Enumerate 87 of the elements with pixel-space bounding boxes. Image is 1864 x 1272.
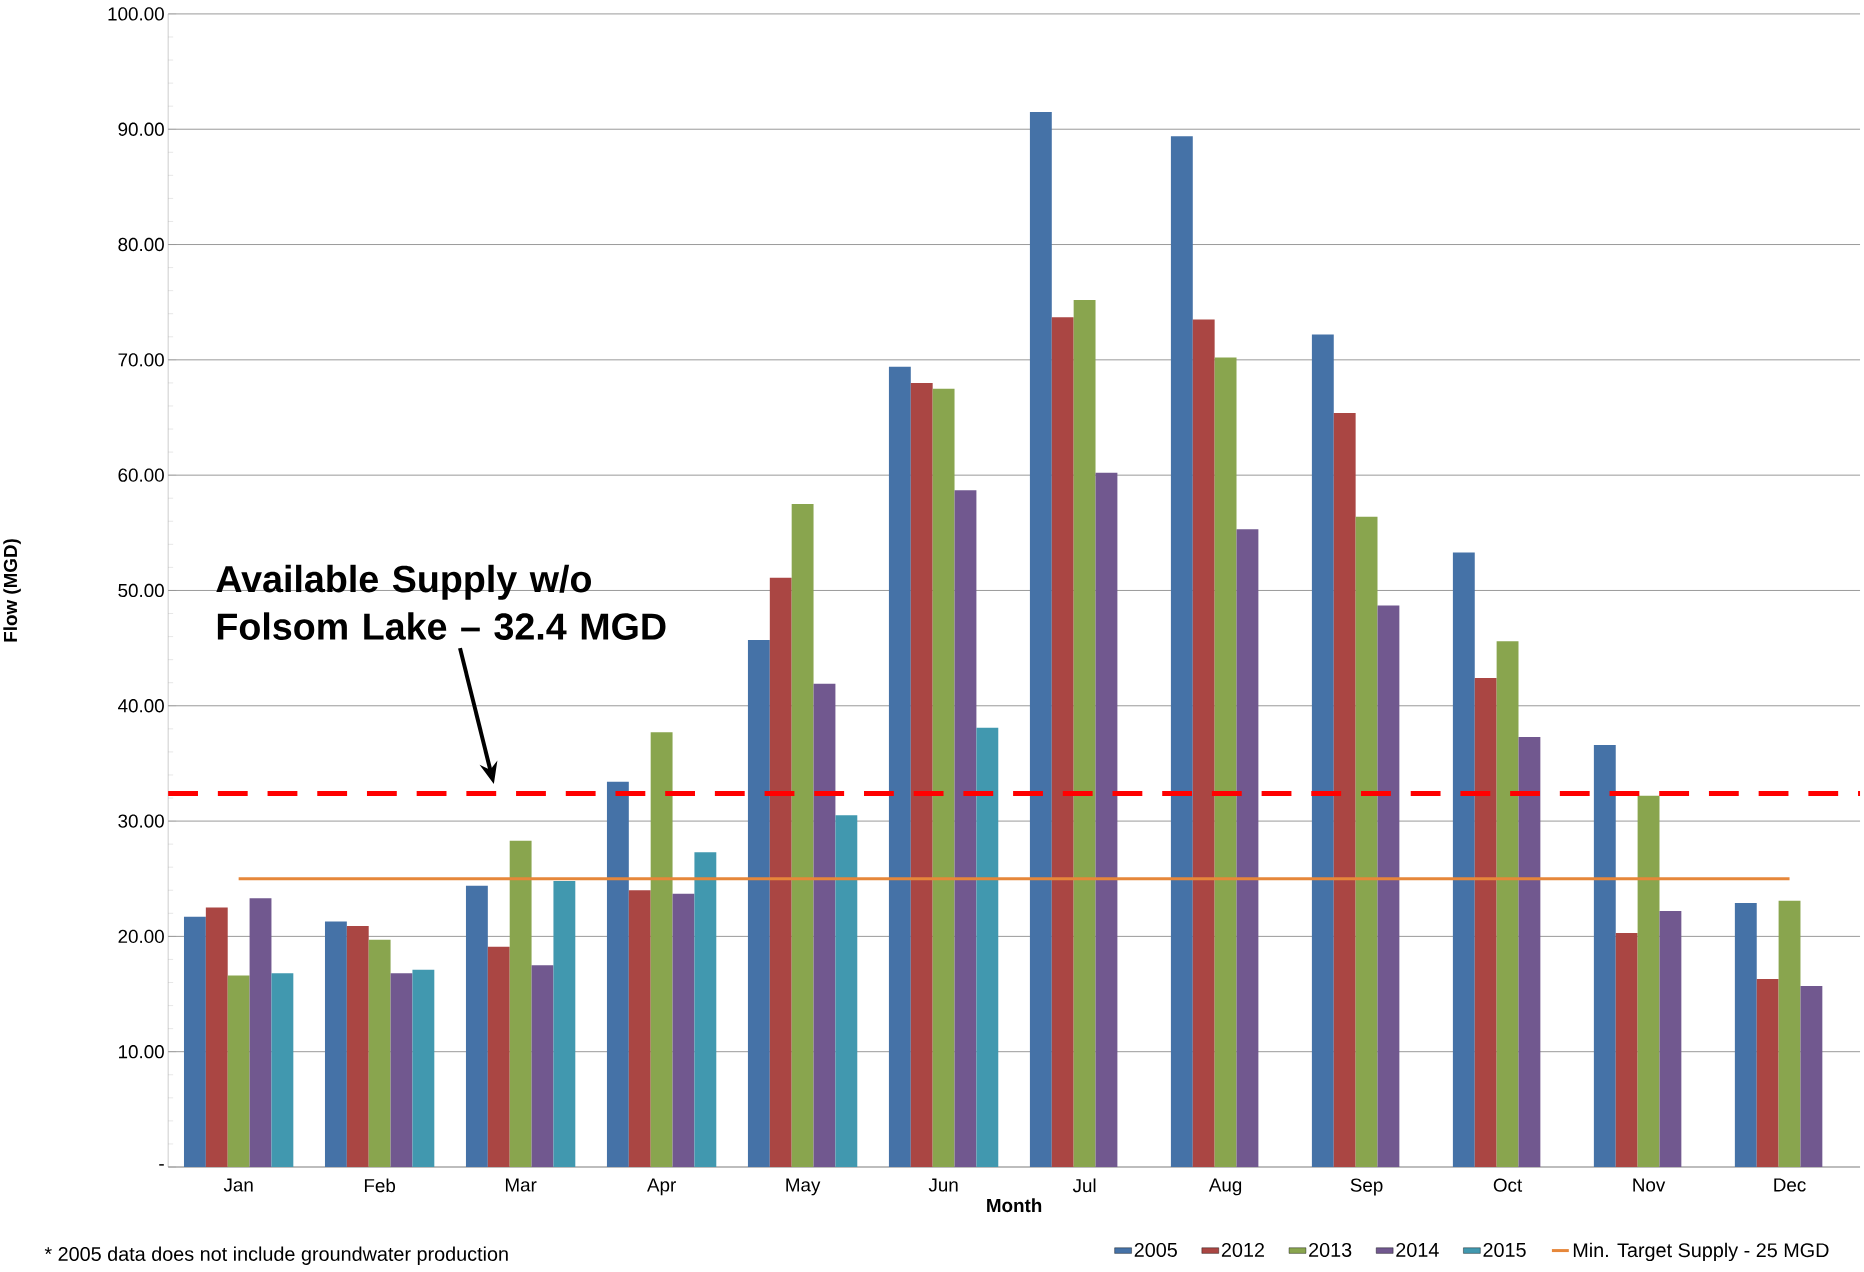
bar bbox=[1496, 641, 1519, 1167]
annotation: Available Supply w/o Folsom Lake – 32.4 MGD bbox=[216, 564, 666, 640]
text: * 2005 data does not include groundwater production bbox=[44, 1246, 508, 1265]
bar bbox=[183, 916, 206, 1167]
y-tick-label: - bbox=[159, 1163, 164, 1166]
bar bbox=[1637, 795, 1660, 1167]
bar bbox=[1214, 357, 1237, 1167]
bar bbox=[1333, 412, 1356, 1167]
bar bbox=[465, 885, 488, 1167]
bar bbox=[412, 969, 435, 1167]
bar bbox=[346, 925, 369, 1167]
bar bbox=[628, 890, 651, 1167]
bar bbox=[1800, 985, 1823, 1167]
bar bbox=[1518, 736, 1541, 1167]
legend-label: 2005 bbox=[1134, 1242, 1177, 1257]
bar bbox=[888, 366, 911, 1167]
legend-label: 2015 bbox=[1483, 1242, 1526, 1257]
bar bbox=[271, 973, 294, 1167]
bar bbox=[1778, 900, 1801, 1167]
bar bbox=[1474, 677, 1497, 1167]
bar bbox=[1756, 978, 1779, 1167]
y-tick-label: 30.00 bbox=[118, 814, 164, 828]
legend-label: 2013 bbox=[1309, 1242, 1352, 1257]
bar bbox=[954, 489, 977, 1167]
x-tick-label: Jul bbox=[1072, 1178, 1096, 1193]
bar bbox=[249, 898, 272, 1167]
bar bbox=[932, 388, 955, 1167]
bar bbox=[1095, 472, 1118, 1167]
bar bbox=[324, 921, 347, 1167]
y-axis-title: Flow (MGD) bbox=[3, 538, 21, 642]
bar bbox=[531, 965, 554, 1167]
x-tick-label: Dec bbox=[1774, 1178, 1806, 1192]
bar bbox=[1452, 552, 1475, 1167]
bar bbox=[227, 975, 250, 1167]
x-axis-title: Month bbox=[987, 1198, 1042, 1212]
bar bbox=[205, 907, 228, 1167]
bar bbox=[910, 382, 933, 1167]
x-tick-label: Jun bbox=[928, 1178, 958, 1192]
x-tick-label: Aug bbox=[1208, 1178, 1242, 1196]
y-tick-label: 100.00 bbox=[108, 7, 164, 21]
x-tick-label: Nov bbox=[1633, 1178, 1666, 1192]
y-tick-label: 90.00 bbox=[118, 122, 164, 136]
bar bbox=[1170, 135, 1193, 1167]
bar bbox=[976, 727, 999, 1167]
bar bbox=[1311, 334, 1334, 1167]
bar bbox=[1029, 111, 1052, 1167]
bar bbox=[694, 852, 717, 1167]
x-tick-label: Mar bbox=[505, 1178, 537, 1192]
bar bbox=[1593, 744, 1616, 1167]
bar bbox=[835, 815, 858, 1167]
bar bbox=[672, 893, 695, 1167]
y-tick-label: 40.00 bbox=[118, 698, 164, 713]
bar bbox=[791, 503, 814, 1167]
y-tick-label: 70.00 bbox=[118, 352, 164, 367]
bar bbox=[553, 880, 576, 1167]
y-tick-label: 10.00 bbox=[119, 1044, 164, 1059]
bar bbox=[1659, 910, 1682, 1167]
bar bbox=[509, 840, 532, 1167]
bar bbox=[769, 577, 792, 1167]
bar bbox=[1355, 516, 1378, 1167]
x-tick-label: Sep bbox=[1350, 1178, 1383, 1196]
bar bbox=[813, 683, 836, 1167]
bar bbox=[747, 639, 770, 1167]
bar bbox=[1734, 902, 1757, 1167]
x-tick-label: Feb bbox=[364, 1178, 396, 1193]
legend-label: 2012 bbox=[1221, 1242, 1264, 1257]
bar bbox=[606, 781, 629, 1167]
y-tick-label: 20.00 bbox=[118, 929, 164, 943]
legend-label: 2014 bbox=[1396, 1242, 1439, 1257]
bar bbox=[390, 973, 413, 1167]
x-tick-label: Jan bbox=[223, 1178, 253, 1192]
y-tick-label: 50.00 bbox=[118, 583, 164, 597]
bar bbox=[368, 939, 391, 1167]
bar bbox=[1615, 932, 1638, 1167]
bar bbox=[1192, 319, 1215, 1167]
bar bbox=[1377, 605, 1400, 1167]
y-tick-label: 60.00 bbox=[118, 468, 164, 482]
bar bbox=[1073, 299, 1096, 1167]
x-tick-label: May bbox=[786, 1178, 821, 1196]
bar bbox=[650, 732, 673, 1167]
bar bbox=[487, 946, 510, 1167]
bar bbox=[1051, 316, 1074, 1167]
y-tick-label: 80.00 bbox=[118, 237, 164, 252]
x-tick-label: Apr bbox=[647, 1178, 676, 1196]
bar bbox=[1236, 529, 1259, 1167]
legend-label: Min. Target Supply - 25 MGD bbox=[1573, 1242, 1829, 1261]
x-tick-label: Oct bbox=[1493, 1178, 1523, 1192]
